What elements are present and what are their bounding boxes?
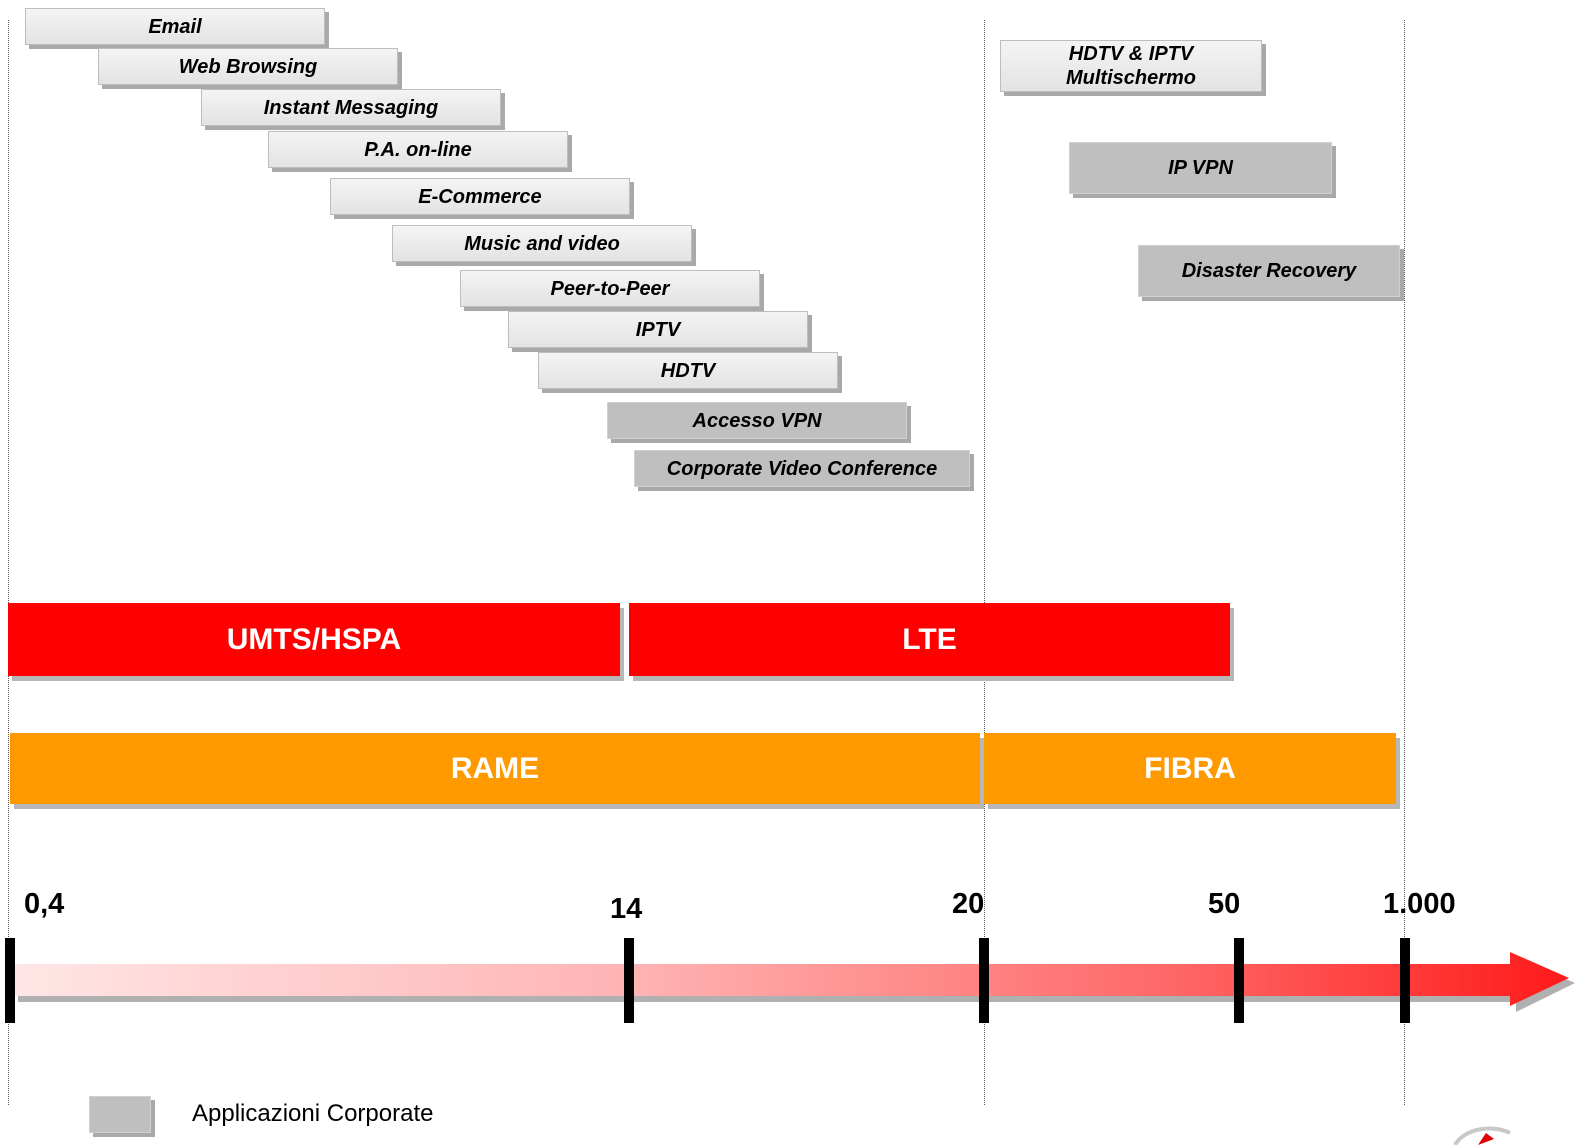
band-label: UMTS/HSPA <box>226 622 402 656</box>
app-label: IP VPN <box>1168 157 1233 179</box>
app-pa-online: P.A. on-line <box>268 131 568 168</box>
app-label-line1: HDTV & IPTV <box>1068 43 1194 65</box>
legend-corporate-label: Applicazioni Corporate <box>192 1100 434 1127</box>
tick-label-14: 14 <box>610 893 643 925</box>
app-peer-to-peer: Peer-to-Peer <box>460 270 760 307</box>
app-label: Corporate Video Conference <box>666 457 938 480</box>
app-email: Email <box>25 8 325 45</box>
tick-mark-1000 <box>1400 938 1410 1023</box>
band-fibra: FIBRA <box>984 733 1396 804</box>
app-corporate-video-conference: Corporate Video Conference <box>634 450 970 487</box>
app-label: Email <box>148 15 202 38</box>
app-instant-messaging: Instant Messaging <box>201 89 501 126</box>
app-label: Peer-to-Peer <box>550 277 670 300</box>
app-e-commerce: E-Commerce <box>330 178 630 215</box>
legend-corporate-swatch <box>89 1096 151 1133</box>
logo-icon <box>1453 1126 1511 1145</box>
app-iptv: IPTV <box>508 311 808 348</box>
tick-label-0-4: 0,4 <box>24 888 65 920</box>
app-label-line2: Multischermo <box>1065 67 1197 89</box>
tick-label-20: 20 <box>952 888 985 920</box>
app-label: Music and video <box>464 232 620 255</box>
app-label: Web Browsing <box>178 55 318 78</box>
band-label: LTE <box>902 622 957 656</box>
band-umts-hspa: UMTS/HSPA <box>8 603 620 676</box>
guide-line-0-4 <box>8 20 9 1105</box>
app-disaster-recovery: Disaster Recovery <box>1138 245 1400 297</box>
tick-mark-50 <box>1234 938 1244 1023</box>
app-label: Disaster Recovery <box>1181 260 1357 282</box>
band-label: RAME <box>450 751 540 785</box>
app-label: E-Commerce <box>418 185 542 208</box>
band-label: FIBRA <box>1144 751 1236 785</box>
app-hdtv-iptv-multischermo: HDTV & IPTV Multischermo <box>1000 40 1262 92</box>
guide-line-1000 <box>1404 20 1405 1105</box>
axis-arrow-body <box>12 952 1569 1006</box>
app-accesso-vpn: Accesso VPN <box>607 402 907 439</box>
app-label: Instant Messaging <box>263 96 439 119</box>
app-label: HDTV <box>660 359 716 382</box>
tick-mark-20 <box>979 938 989 1023</box>
app-web-browsing: Web Browsing <box>98 48 398 85</box>
app-music-and-video: Music and video <box>392 225 692 262</box>
tick-label-50: 50 <box>1208 888 1241 920</box>
tick-label-1000: 1.000 <box>1383 888 1456 920</box>
tick-mark-14 <box>624 938 634 1023</box>
band-rame: RAME <box>10 733 980 804</box>
band-lte: LTE <box>629 603 1230 676</box>
bandwidth-axis-arrow <box>12 952 1575 1012</box>
app-hdtv: HDTV <box>538 352 838 389</box>
app-label: Accesso VPN <box>692 409 822 432</box>
tick-mark-0-4 <box>5 938 15 1023</box>
app-ip-vpn: IP VPN <box>1069 142 1332 194</box>
guide-line-20 <box>984 20 985 1105</box>
app-label: P.A. on-line <box>364 138 472 161</box>
app-label: IPTV <box>635 318 681 341</box>
